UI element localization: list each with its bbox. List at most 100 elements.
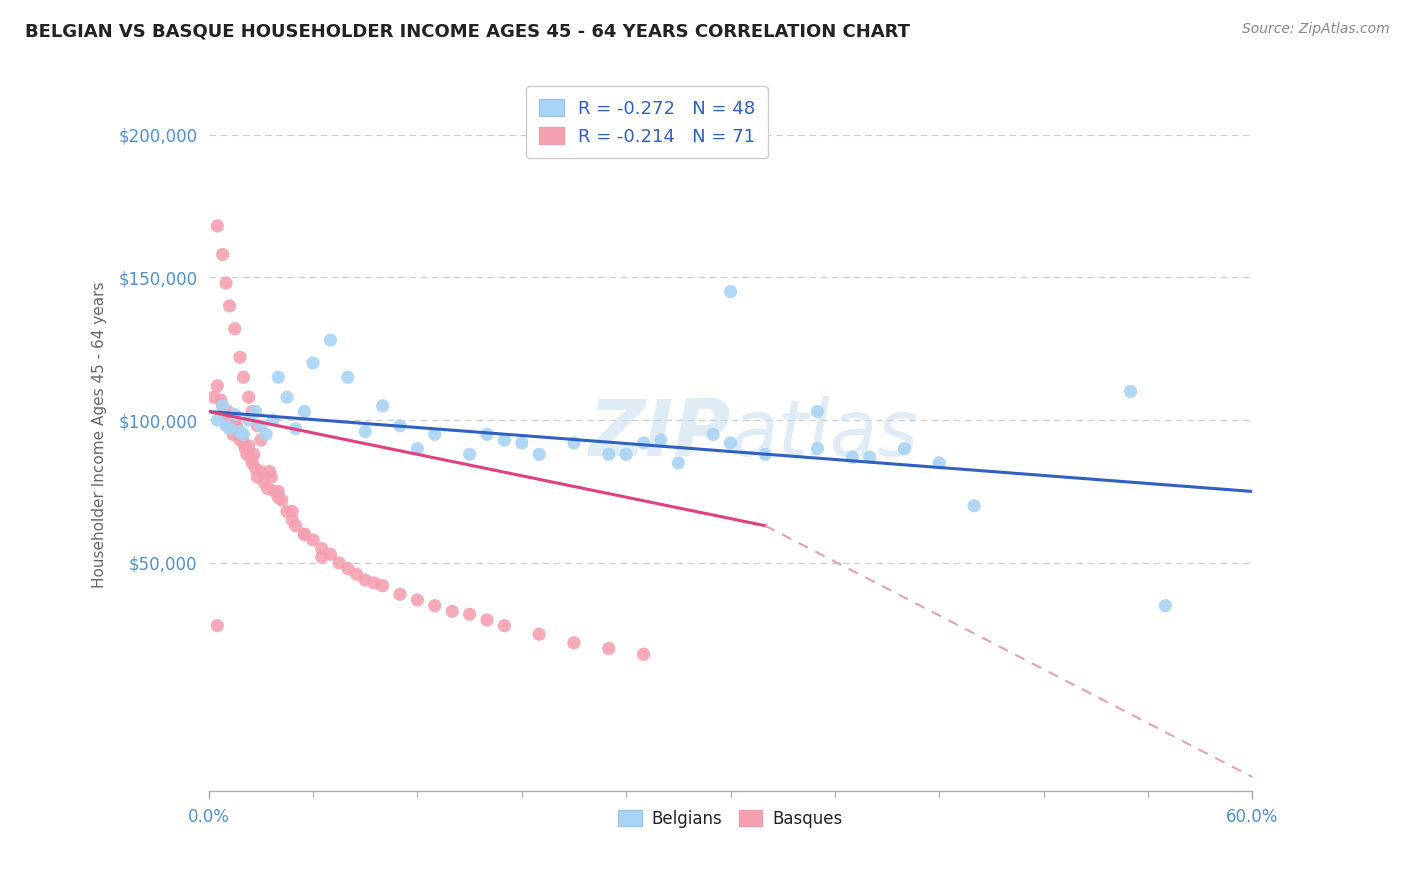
- Point: [246, 418, 269, 433]
- Point: [1154, 599, 1177, 613]
- Point: [229, 351, 252, 365]
- Point: [224, 413, 246, 427]
- Point: [614, 447, 637, 461]
- Point: [236, 447, 259, 461]
- Point: [270, 493, 292, 508]
- Point: [475, 613, 498, 627]
- Point: [284, 518, 307, 533]
- Point: [806, 442, 828, 456]
- Point: [211, 399, 233, 413]
- Point: [267, 490, 290, 504]
- Point: [720, 285, 742, 299]
- Point: [232, 436, 254, 450]
- Point: [229, 433, 252, 447]
- Point: [240, 456, 263, 470]
- Point: [225, 418, 247, 433]
- Point: [458, 607, 481, 622]
- Point: [458, 447, 481, 461]
- Point: [346, 567, 368, 582]
- Point: [354, 573, 377, 587]
- Point: [328, 556, 350, 570]
- Point: [354, 425, 377, 439]
- Point: [245, 404, 267, 418]
- Point: [494, 618, 516, 632]
- Point: [311, 550, 333, 565]
- Point: [281, 513, 304, 527]
- Point: [221, 422, 243, 436]
- Point: [207, 413, 229, 427]
- Point: [233, 442, 256, 456]
- Point: [276, 390, 298, 404]
- Point: [276, 504, 298, 518]
- Point: [963, 499, 986, 513]
- Point: [389, 587, 412, 601]
- Point: [475, 427, 498, 442]
- Point: [262, 413, 284, 427]
- Point: [202, 390, 225, 404]
- Text: ZIP: ZIP: [588, 396, 731, 473]
- Point: [207, 618, 229, 632]
- Legend: Belgians, Basques: Belgians, Basques: [612, 803, 849, 834]
- Point: [211, 247, 233, 261]
- Point: [211, 399, 233, 413]
- Point: [232, 370, 254, 384]
- Point: [928, 456, 950, 470]
- Point: [259, 465, 281, 479]
- Point: [893, 442, 915, 456]
- Text: Source: ZipAtlas.com: Source: ZipAtlas.com: [1241, 22, 1389, 37]
- Point: [292, 527, 315, 541]
- Point: [229, 425, 252, 439]
- Point: [267, 484, 290, 499]
- Point: [302, 356, 325, 370]
- Point: [527, 627, 550, 641]
- Point: [240, 404, 263, 418]
- Point: [218, 299, 240, 313]
- Point: [562, 436, 585, 450]
- Point: [267, 370, 290, 384]
- Point: [292, 404, 315, 418]
- Point: [720, 436, 742, 450]
- Point: [841, 450, 863, 465]
- Point: [239, 450, 262, 465]
- Point: [319, 333, 342, 347]
- Point: [224, 408, 246, 422]
- Point: [217, 404, 239, 418]
- Point: [226, 425, 249, 439]
- Point: [292, 527, 315, 541]
- Point: [246, 470, 269, 484]
- Y-axis label: Householder Income Ages 45 - 64 years: Householder Income Ages 45 - 64 years: [93, 281, 107, 588]
- Point: [209, 393, 232, 408]
- Point: [263, 484, 285, 499]
- Point: [423, 599, 446, 613]
- Point: [702, 427, 724, 442]
- Point: [253, 475, 276, 490]
- Point: [207, 219, 229, 233]
- Point: [215, 418, 238, 433]
- Point: [510, 436, 533, 450]
- Point: [371, 579, 394, 593]
- Point: [222, 427, 245, 442]
- Point: [406, 442, 429, 456]
- Point: [527, 447, 550, 461]
- Point: [215, 276, 238, 290]
- Point: [250, 433, 273, 447]
- Point: [238, 439, 260, 453]
- Point: [243, 447, 266, 461]
- Point: [254, 427, 277, 442]
- Point: [423, 427, 446, 442]
- Point: [371, 399, 394, 413]
- Point: [598, 447, 620, 461]
- Point: [859, 450, 882, 465]
- Point: [250, 465, 273, 479]
- Point: [650, 433, 672, 447]
- Point: [284, 422, 307, 436]
- Point: [336, 370, 359, 384]
- Point: [666, 456, 689, 470]
- Point: [562, 636, 585, 650]
- Point: [218, 422, 240, 436]
- Point: [806, 404, 828, 418]
- Point: [406, 593, 429, 607]
- Text: BELGIAN VS BASQUE HOUSEHOLDER INCOME AGES 45 - 64 YEARS CORRELATION CHART: BELGIAN VS BASQUE HOUSEHOLDER INCOME AGE…: [25, 22, 910, 40]
- Point: [336, 561, 359, 575]
- Point: [238, 390, 260, 404]
